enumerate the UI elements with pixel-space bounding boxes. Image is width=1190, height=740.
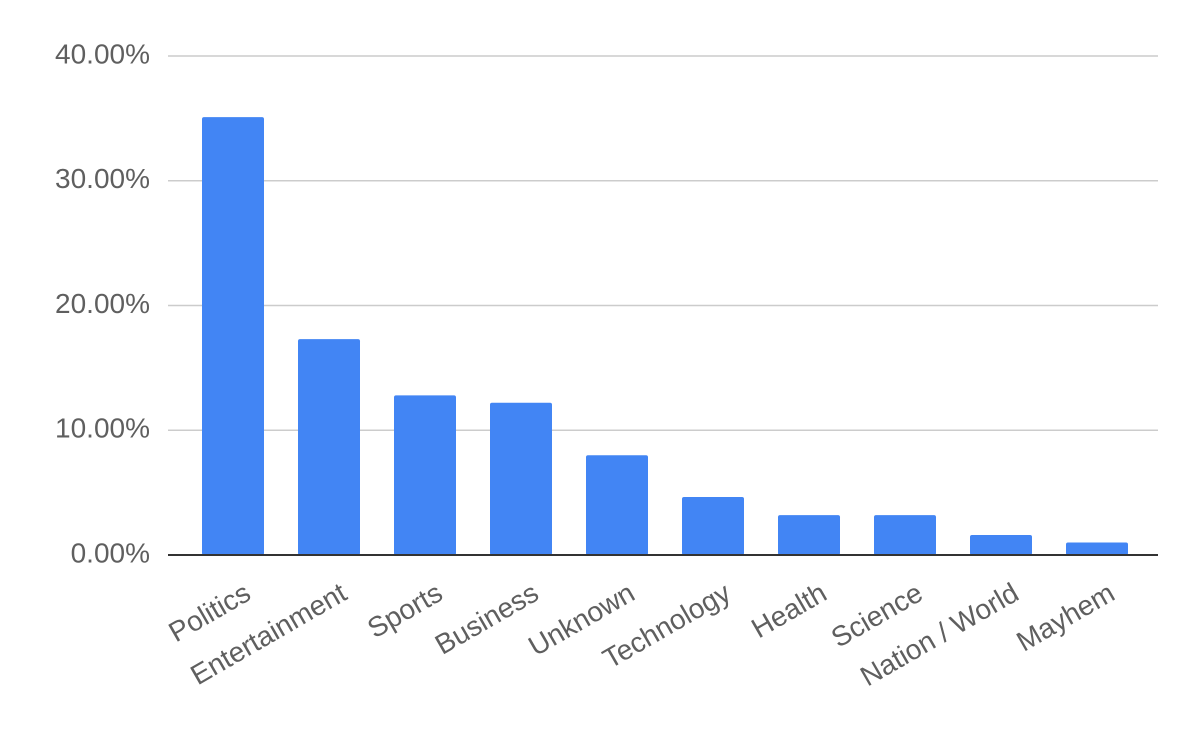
- bar: [970, 535, 1032, 555]
- x-tick-label: Health: [746, 577, 832, 644]
- y-tick-label: 30.00%: [55, 163, 150, 194]
- bar: [778, 515, 840, 555]
- bar: [490, 402, 552, 555]
- bar: [202, 117, 264, 555]
- x-tick-label: Mayhem: [1011, 577, 1119, 658]
- y-tick-label: 10.00%: [55, 413, 150, 444]
- bar: [682, 496, 744, 555]
- y-tick-label: 0.00%: [71, 537, 150, 568]
- bar: [874, 515, 936, 555]
- bar: [298, 339, 360, 555]
- y-tick-label: 40.00%: [55, 38, 150, 69]
- x-tick-label: Business: [430, 577, 544, 661]
- bar: [586, 455, 648, 555]
- y-tick-label: 20.00%: [55, 288, 150, 319]
- bar: [1066, 542, 1128, 555]
- bar: [394, 395, 456, 555]
